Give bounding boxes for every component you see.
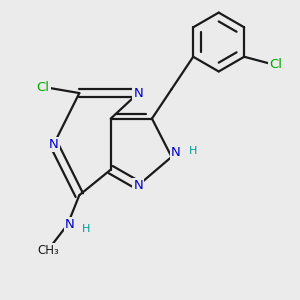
Text: N: N: [133, 87, 143, 100]
Text: H: H: [82, 224, 90, 235]
Text: N: N: [133, 179, 143, 192]
Text: N: N: [171, 146, 180, 159]
Text: Cl: Cl: [269, 58, 282, 71]
Text: N: N: [64, 218, 74, 231]
Text: CH₃: CH₃: [37, 244, 59, 256]
Text: Cl: Cl: [37, 81, 50, 94]
Text: H: H: [189, 146, 197, 156]
Text: N: N: [49, 138, 59, 151]
